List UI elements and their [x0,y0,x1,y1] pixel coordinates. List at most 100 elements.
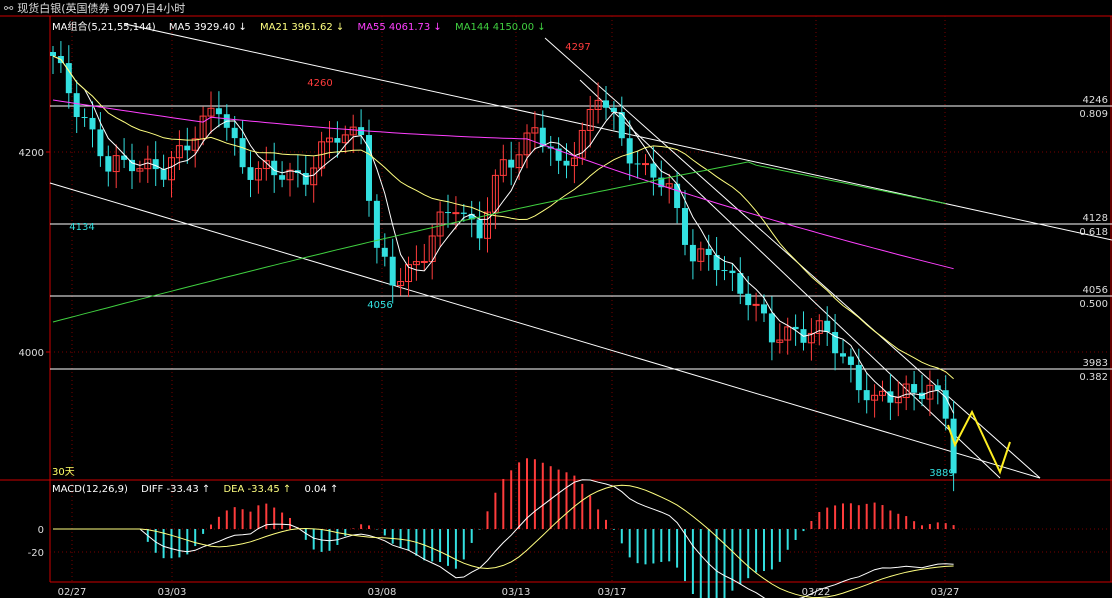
candle-body [262,160,270,170]
candle-body [105,156,112,172]
candle-body [840,353,846,357]
candle-body [689,244,696,262]
candle-body [207,107,215,117]
candle-body [824,320,831,333]
fib-price-label: 4246 [1083,95,1108,106]
ma144-legend: MA144 4150.00 ↓ [454,22,546,33]
candle-body [436,211,444,237]
candle-body [705,248,712,255]
chain-link-icon: ⚯ [4,2,14,15]
candle-body [50,52,56,56]
trend-line [49,182,1041,479]
candle-body [523,132,531,156]
candle-body [326,137,333,143]
candle-body [160,169,167,180]
candle-body [650,163,657,178]
candle-body [555,148,562,161]
fib-ratio-label: 0.500 [1079,299,1108,310]
candle-body [366,135,372,201]
candle-body [713,254,720,271]
candle-body [847,356,854,365]
candle-body [792,326,799,330]
x-tick-label: 03/08 [368,587,397,598]
candle-body [310,167,318,186]
candle-body [752,303,760,306]
candle-body [815,320,823,334]
candle-body [484,211,491,239]
candle-body [349,126,357,136]
candle-body [184,145,191,151]
ma144-line [52,161,946,323]
candle-body [341,134,349,144]
window-title: 现货白银(英国债券 9097)目4小时 [17,2,186,15]
candle-body [231,127,238,139]
candle-body [879,390,886,396]
candle-body [603,100,609,108]
x-tick-label: 03/03 [158,587,187,598]
ma-legend: MA组合(5,21,55,144) MA5 3929.40 ↓ MA21 396… [52,18,556,33]
candle-body [745,293,752,306]
candle-body [807,332,815,344]
candle-body [721,270,728,272]
macd-value: 0.04 ↑ [304,484,339,495]
candle-body [302,172,309,185]
candle-body [247,167,254,180]
ma-group-label: MA组合(5,21,55,144) [52,22,156,33]
candle-body [871,394,879,401]
macd-diff: DIFF -33.43 ↑ [141,484,211,495]
candle-body [942,390,949,419]
candle-body [476,219,483,239]
ma5-legend: MA5 3929.40 ↓ [168,22,247,33]
candle-body [618,112,625,139]
candle-body [168,157,175,181]
candle-body [381,247,388,257]
fib-price-label: 3983 [1083,358,1108,369]
candle-body [697,248,705,262]
candle-body [729,270,736,274]
candle-body [397,281,405,286]
x-tick-label: 03/17 [598,587,627,598]
candle-body [919,392,925,400]
candle-body [776,339,784,343]
macd-legend: MACD(12,26,9) DIFF -33.43 ↑ DEA -33.45 ↑… [52,484,348,495]
candle-body [286,169,294,181]
candle-body [626,138,633,164]
left-low-label-2: 4056 [367,300,392,311]
candle-body [768,313,775,343]
candle-body [152,159,159,170]
ma5-line [52,55,955,414]
candle-body [129,159,135,172]
candle-body [389,256,396,286]
candle-body [73,93,80,118]
high-price-label: 4297 [565,42,590,53]
candle-body [254,168,262,181]
candle-body [926,384,934,400]
fib-price-label: 4056 [1083,285,1108,296]
candle-body [682,208,688,245]
x-tick-label: 03/22 [802,587,831,598]
candle-body [539,127,546,147]
ma21-line [52,55,954,380]
candle-body [452,212,460,215]
candle-body [508,159,515,168]
last-low-label: 3889 [929,468,954,479]
candle-body [658,177,665,188]
candle-body [634,163,641,165]
candle-body [334,138,341,143]
candle-body [642,163,649,166]
candle-body [570,157,578,167]
macd-name: MACD(12,26,9) [52,484,128,495]
candle-body [191,138,199,151]
fib-ratio-label: 0.809 [1079,109,1108,120]
candle-body [121,155,128,160]
fib-ratio-label: 0.618 [1079,227,1108,238]
candle-body [445,212,451,214]
candle-body [215,108,222,115]
candle-body [271,160,278,176]
candle-body [373,200,380,248]
candle-body [515,154,523,169]
candle-body [65,63,72,94]
x-tick-label: 03/13 [502,587,531,598]
candle-body [279,175,286,180]
